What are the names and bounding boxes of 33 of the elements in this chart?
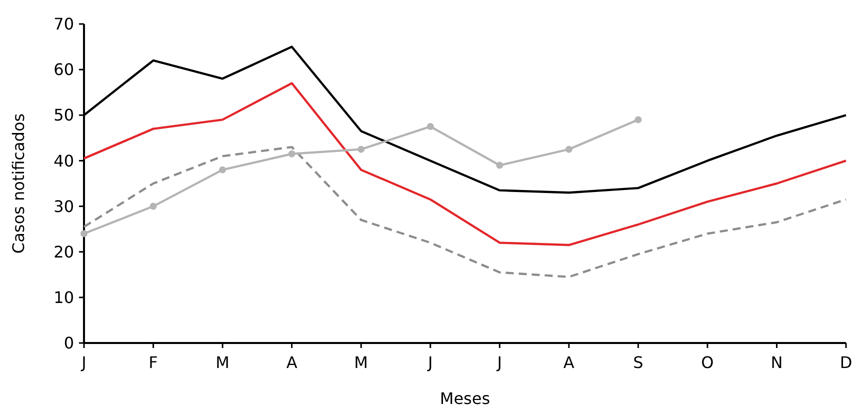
- y-tick-label: 30: [54, 196, 74, 216]
- point: [496, 162, 504, 169]
- point: [150, 202, 157, 210]
- y-tick-label: 40: [54, 151, 74, 170]
- line-series: [82, 146, 848, 278]
- point: [80, 230, 88, 238]
- y-tick-label: 60: [54, 60, 74, 80]
- x-tick-label: A: [286, 353, 298, 372]
- x-tick-label: O: [701, 353, 714, 372]
- point: [219, 166, 226, 174]
- y-tick-label: 20: [54, 242, 74, 262]
- x-tick-label: S: [633, 353, 644, 372]
- x-tick-label: J: [496, 353, 502, 372]
- point: [358, 146, 365, 153]
- x-tick-label: M: [216, 353, 230, 372]
- y-tick-label: 0: [64, 334, 74, 353]
- x-tick-label: F: [148, 353, 158, 372]
- x-tick-label: J: [80, 353, 86, 372]
- x-tick-label: M: [354, 353, 368, 372]
- point: [565, 146, 572, 153]
- x-tick-label: A: [563, 353, 574, 372]
- x-axis-title: Meses: [440, 389, 490, 408]
- point: [634, 116, 642, 124]
- y-tick-label: 10: [54, 288, 74, 308]
- point: [426, 123, 434, 130]
- y-axis-title: Casos notificados: [9, 113, 28, 254]
- y-tick-label: 50: [54, 106, 74, 125]
- line-series: [82, 82, 848, 246]
- x-tick-label: N: [770, 353, 783, 372]
- x-tick-label: D: [840, 353, 852, 372]
- x-tick-label: J: [427, 353, 433, 372]
- y-tick-label: 70: [54, 14, 74, 34]
- point: [288, 150, 296, 158]
